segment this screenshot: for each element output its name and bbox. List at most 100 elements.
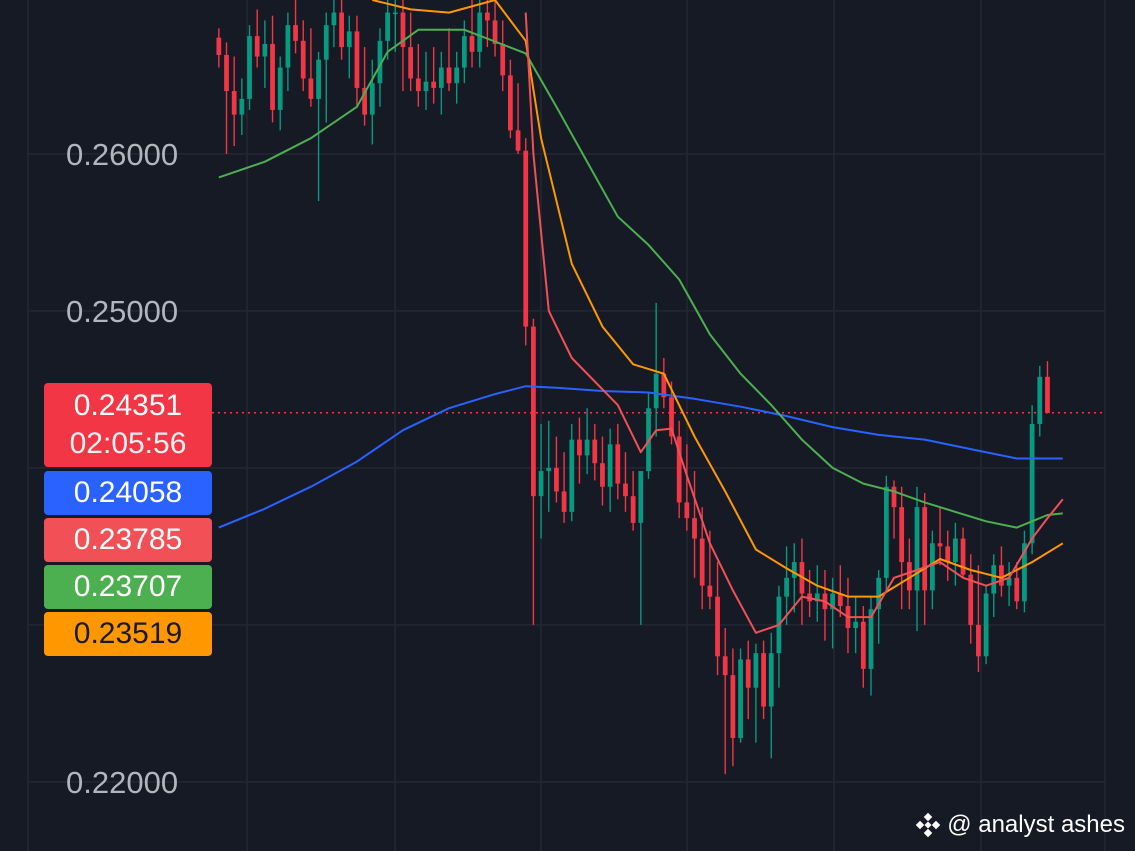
candle-body (768, 653, 774, 707)
candle (822, 569, 828, 641)
candle (415, 43, 421, 107)
candle-body (983, 593, 989, 657)
candle (976, 565, 981, 673)
candle (607, 428, 613, 512)
candle-body (837, 593, 843, 607)
candle-body (684, 502, 690, 519)
candle (500, 20, 506, 92)
candle (277, 56, 283, 131)
candle (776, 585, 782, 688)
candle (684, 444, 690, 531)
candle (369, 59, 375, 145)
candle-body (216, 37, 222, 55)
candle (531, 318, 536, 625)
candle-body (1022, 543, 1027, 602)
candle (876, 569, 882, 644)
candle-body (653, 373, 659, 409)
candle-body (469, 36, 475, 52)
candle (1029, 405, 1035, 555)
candle-body (753, 653, 759, 688)
candle-body (883, 486, 889, 578)
candle (715, 562, 720, 676)
candle-body (669, 397, 674, 437)
candle-body (554, 467, 559, 492)
candle-body (508, 75, 513, 131)
candle-body (876, 577, 882, 610)
candle-body (891, 486, 897, 508)
candle-body (1014, 577, 1020, 602)
candle (316, 51, 321, 201)
candle (937, 507, 943, 566)
candle-body (400, 12, 406, 48)
candle-body (300, 40, 306, 79)
candle (623, 452, 628, 512)
candle-body (561, 491, 567, 512)
watermark: @ analyst ashes (915, 811, 1125, 839)
candle (554, 436, 559, 503)
candle-body (577, 439, 582, 456)
candle-body (308, 78, 314, 99)
candle (653, 303, 659, 437)
candle-body (692, 518, 697, 539)
candle (508, 59, 513, 139)
candle (692, 471, 697, 578)
candle-body (860, 621, 866, 669)
candle (745, 640, 751, 720)
candle (385, 0, 391, 60)
candle-body (638, 471, 644, 523)
candle-body (546, 467, 552, 472)
candle (492, 0, 498, 57)
candle (891, 480, 897, 539)
candle (300, 20, 306, 92)
candle (837, 565, 843, 618)
candle (646, 392, 651, 479)
candle (669, 381, 674, 445)
candle-body (231, 91, 237, 115)
candle-body (1029, 423, 1035, 544)
candle (991, 554, 997, 618)
candle-body (868, 609, 874, 669)
candle-body (538, 471, 544, 497)
candle (400, 0, 406, 92)
candle (929, 530, 935, 610)
candle (270, 15, 275, 123)
candle (999, 546, 1004, 597)
candle-body (323, 25, 329, 60)
price-badge: 0.23519 (44, 612, 212, 656)
candle (814, 565, 820, 622)
candle (538, 423, 544, 539)
candle (906, 538, 912, 610)
candle (431, 47, 437, 104)
candle (285, 12, 291, 92)
moving-average-line (218, 385, 1063, 529)
candle-body (584, 439, 590, 456)
candle-body (477, 12, 483, 52)
candle (438, 51, 444, 115)
moving-average-lines (218, 0, 1064, 634)
candle (392, 0, 398, 52)
candle (293, 0, 298, 54)
candle (615, 423, 621, 500)
candle (899, 486, 905, 610)
candle-body (224, 54, 229, 92)
candle-body (431, 81, 437, 88)
candle (408, 12, 414, 92)
candle (262, 20, 268, 88)
grid-lines (27, 0, 1106, 851)
candle (224, 42, 229, 154)
candle (523, 138, 529, 346)
candle (753, 643, 759, 743)
candle-body (761, 653, 766, 707)
y-tick-label: 0.26000 (66, 137, 178, 172)
candle (784, 546, 789, 625)
candle (983, 585, 989, 665)
candle-body (791, 562, 797, 578)
price-badge-value: 0.24351 (73, 389, 183, 422)
candle (561, 452, 567, 523)
candle-body (438, 67, 444, 88)
candle (600, 436, 605, 506)
candle-body (354, 31, 360, 88)
candle-body (722, 656, 728, 676)
